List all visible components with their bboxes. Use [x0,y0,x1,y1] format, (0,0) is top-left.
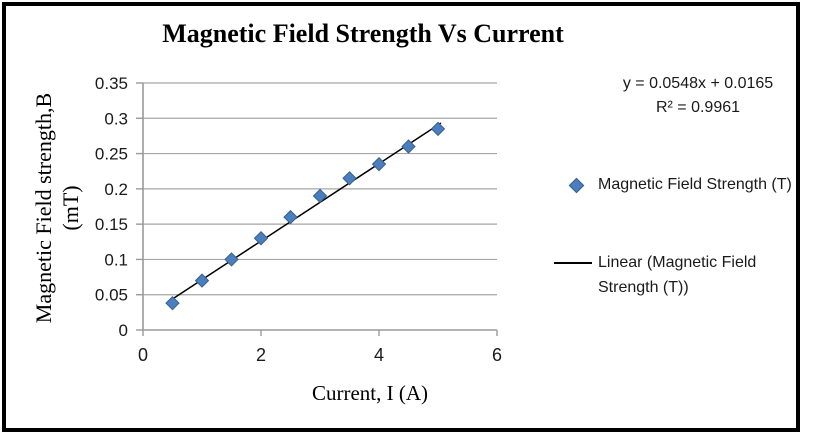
legend-item-trendline: Linear (Magnetic Field Strength (T)) [552,250,803,300]
data-point-marker [371,156,387,172]
x-tick-label: 0 [138,345,148,365]
x-tick-label: 4 [374,345,384,365]
line-marker-icon [554,262,592,264]
legend-swatch-area [552,172,598,194]
chart-title: Magnetic Field Strength Vs Current [162,19,564,48]
legend-item-series: Magnetic Field Strength (T) [552,172,803,197]
r-squared-line: R² = 0.9961 [655,99,741,116]
equation-line: y = 0.0548x + 0.0165 [622,75,774,92]
data-point-marker [401,139,416,154]
y-tick-label: 0.25 [95,145,128,164]
x-axis-title: Current, I (A) [311,381,429,405]
data-point-marker [342,171,357,186]
data-point-marker [283,209,298,225]
y-tick-label: 0.3 [104,109,128,128]
y-axis-title-line1: Magnetic Field strength,B [31,92,56,324]
y-tick-label: 0.35 [95,74,128,93]
y-tick-label: 0.2 [104,180,128,199]
chart-frame [2,2,800,432]
legend-label-series: Magnetic Field Strength (T) [598,176,792,193]
y-tick-label: 0.05 [95,286,128,305]
data-point-marker [312,188,328,204]
legend-swatch-area [552,250,598,264]
data-point-marker [430,121,446,137]
x-tick-label: 6 [492,345,502,365]
x-tick-label: 2 [256,345,266,365]
data-point-marker [194,273,210,288]
trendline-equation-block: y = 0.0548x + 0.0165 R² = 0.9961 [600,72,796,120]
y-tick-label: 0 [119,321,128,340]
legend-label-trendline: Linear (Magnetic Field Strength (T)) [598,254,757,296]
diamond-marker-icon [568,177,585,194]
y-tick-label: 0.15 [95,215,128,234]
y-axis-title-line2: (mT) [58,185,83,231]
trendline [172,122,442,300]
data-point-marker [224,252,239,267]
y-tick-label: 0.1 [104,250,128,269]
y-axis-title: Magnetic Field strength,B (mT) [30,53,84,363]
data-point-marker [165,295,180,311]
data-point-marker [253,231,269,246]
